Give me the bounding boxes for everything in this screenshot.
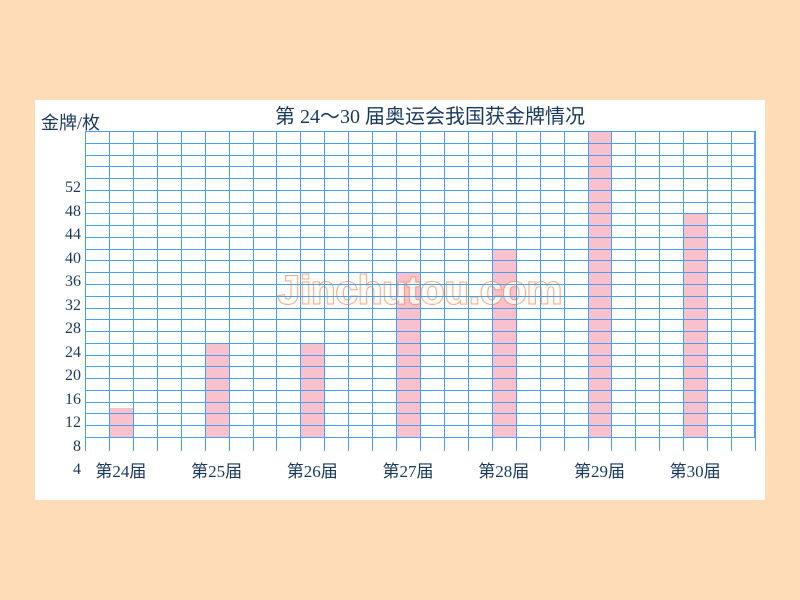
y-axis: 481216202428323640444852 bbox=[35, 131, 85, 500]
gridline-v bbox=[564, 131, 565, 451]
page-background: 第 24～30 届奥运会我国获金牌情况 金牌/枚 481216202428323… bbox=[0, 0, 800, 600]
gridline-v bbox=[181, 131, 182, 451]
gridline-v bbox=[300, 131, 301, 451]
x-tick-label: 第29届 bbox=[574, 457, 625, 482]
gridline-v bbox=[516, 131, 517, 451]
gridline-v bbox=[372, 131, 373, 451]
gridline-v bbox=[348, 131, 349, 451]
gridline-v bbox=[540, 131, 541, 451]
y-tick-label: 20 bbox=[65, 368, 81, 384]
bar bbox=[683, 213, 707, 437]
y-tick-label: 28 bbox=[65, 321, 81, 337]
x-tick-label: 第30届 bbox=[670, 457, 721, 482]
gridline-v bbox=[229, 131, 230, 451]
gridline-v bbox=[731, 131, 732, 451]
gridline-v bbox=[420, 131, 421, 451]
gridline-v bbox=[468, 131, 469, 451]
gridline-v bbox=[444, 131, 445, 451]
chart-body: 金牌/枚 481216202428323640444852 第24届第25届第2… bbox=[35, 131, 765, 500]
y-tick-label: 8 bbox=[73, 439, 81, 455]
gridline-v bbox=[707, 131, 708, 451]
gridline-v bbox=[205, 131, 206, 451]
gridline-v bbox=[276, 131, 277, 451]
x-labels: 第24届 第25届 第26届 第27届 第28届 第29届 第30届 bbox=[85, 451, 755, 479]
y-tick-label: 36 bbox=[65, 274, 81, 290]
gridline-v bbox=[109, 131, 110, 451]
gridline-v bbox=[492, 131, 493, 451]
gridline-v bbox=[635, 131, 636, 451]
y-tick-label: 24 bbox=[65, 345, 81, 361]
gridline-v bbox=[755, 131, 756, 451]
y-tick-label: 4 bbox=[73, 462, 81, 478]
y-tick-label: 48 bbox=[65, 204, 81, 220]
y-tick-label: 40 bbox=[65, 251, 81, 267]
x-tick-label: 第27届 bbox=[383, 457, 434, 482]
gridline-v bbox=[683, 131, 684, 451]
x-tick-label: 第28届 bbox=[478, 457, 529, 482]
gridline-v bbox=[611, 131, 612, 451]
gridline-v bbox=[157, 131, 158, 451]
plot-area: 第24届第25届第26届第27届第28届第29届第30届 Jinchutou.c… bbox=[85, 131, 755, 451]
y-tick-label: 12 bbox=[65, 415, 81, 431]
gridline-v bbox=[659, 131, 660, 451]
x-tick-label: 第25届 bbox=[191, 457, 242, 482]
gridline-v bbox=[324, 131, 325, 451]
x-tick-label: 第24届 bbox=[95, 457, 146, 482]
y-tick-label: 32 bbox=[65, 298, 81, 314]
chart-panel: 第 24～30 届奥运会我国获金牌情况 金牌/枚 481216202428323… bbox=[35, 100, 765, 500]
y-tick-label: 52 bbox=[65, 180, 81, 196]
gridline-v bbox=[85, 131, 86, 451]
y-tick-label: 44 bbox=[65, 227, 81, 243]
y-tick-label: 16 bbox=[65, 392, 81, 408]
chart-title: 第 24～30 届奥运会我国获金牌情况 bbox=[35, 100, 765, 129]
gridline-v bbox=[253, 131, 254, 451]
gridline-v bbox=[396, 131, 397, 451]
x-tick-label: 第26届 bbox=[287, 457, 338, 482]
gridline-v bbox=[133, 131, 134, 451]
gridline-v bbox=[588, 131, 589, 451]
bar bbox=[109, 408, 133, 437]
